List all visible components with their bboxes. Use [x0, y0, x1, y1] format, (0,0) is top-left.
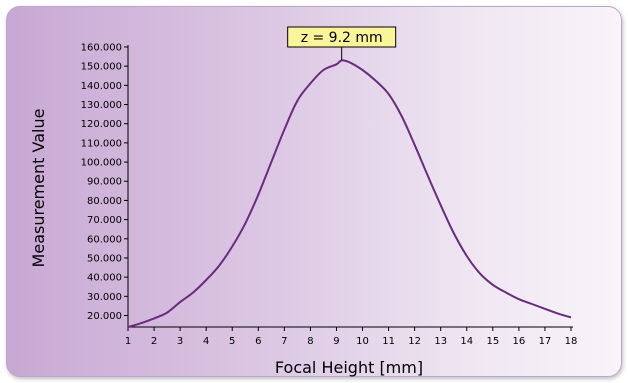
- x-tick-label: 1: [125, 336, 131, 347]
- peak-annotation: z = 9.2 mm: [287, 26, 397, 61]
- y-tick-label: 80.000: [87, 196, 122, 207]
- y-tick-label: 30.000: [87, 292, 122, 303]
- y-tick-label: 120.000: [81, 119, 122, 130]
- x-tick-label: 13: [434, 336, 447, 347]
- x-tick-label: 14: [460, 336, 473, 347]
- x-tick-label: 11: [382, 336, 395, 347]
- x-tick-label: 6: [255, 336, 261, 347]
- chart-panel: [6, 6, 622, 377]
- x-tick-label: 17: [539, 336, 552, 347]
- y-tick-label: 60.000: [87, 234, 122, 245]
- y-tick-label: 70.000: [87, 215, 122, 226]
- series-line: [127, 59, 572, 328]
- x-axis-title: Focal Height [mm]: [275, 358, 423, 377]
- y-tick-label: 140.000: [81, 81, 122, 92]
- x-tick-label: 7: [281, 336, 287, 347]
- y-tick-label: 50.000: [87, 253, 122, 264]
- x-tick-label: 3: [177, 336, 183, 347]
- y-tick-label: 40.000: [87, 273, 122, 284]
- x-tick-label: 15: [486, 336, 499, 347]
- x-tick-label: 5: [229, 336, 235, 347]
- y-tick-label: 90.000: [87, 177, 122, 188]
- x-tick-label: 18: [565, 336, 578, 347]
- y-axis-ticks: 20.000 30.000 40.000 50.000 60.000 70.000 80.0…: [81, 43, 128, 322]
- y-tick-label: 100.000: [81, 158, 122, 169]
- annotation-label: z = 9.2 mm: [301, 30, 383, 46]
- y-tick-label: 130.000: [81, 100, 122, 111]
- x-tick-label: 12: [408, 336, 421, 347]
- x-tick-label: 2: [151, 336, 157, 347]
- y-tick-label: 150.000: [81, 62, 122, 73]
- x-tick-label: 16: [513, 336, 526, 347]
- x-tick-label: 8: [307, 336, 313, 347]
- x-axis-ticks: 1 2 3 4 5 6 7 8 9 10 11 12 13 14 15 16 17 18: [125, 327, 578, 347]
- annotation-box: [287, 26, 397, 48]
- x-tick-label: 10: [356, 336, 369, 347]
- y-tick-label: 160.000: [81, 43, 122, 54]
- x-tick-label: 9: [333, 336, 339, 347]
- x-tick-label: 4: [203, 336, 209, 347]
- y-axis-title: Measurement Value: [29, 109, 48, 268]
- y-tick-label: 110.000: [81, 138, 122, 149]
- y-tick-label: 20.000: [87, 311, 122, 322]
